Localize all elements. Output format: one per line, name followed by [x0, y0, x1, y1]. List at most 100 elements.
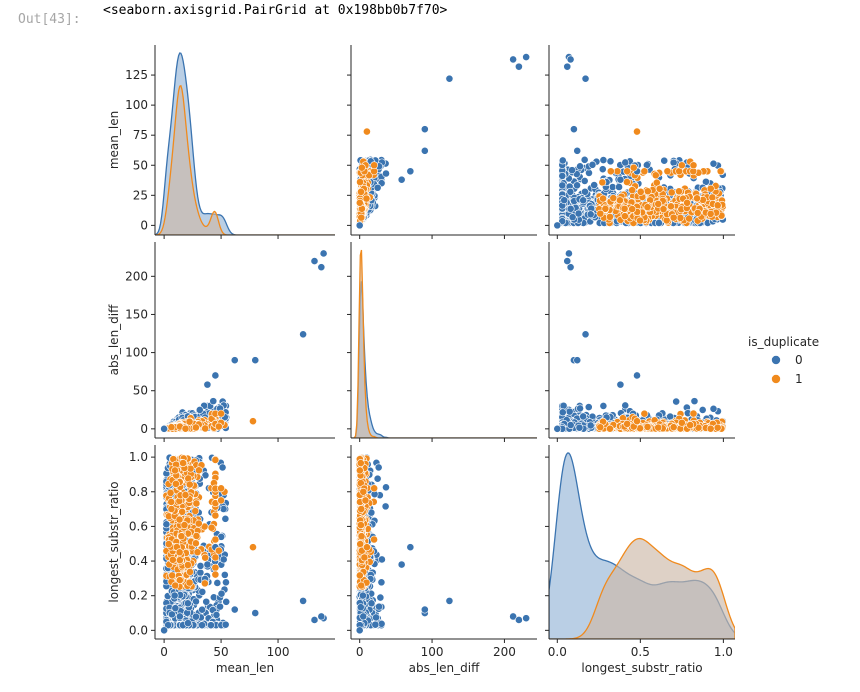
scatter-point-class-0	[565, 407, 574, 416]
scatter-point-class-1	[654, 200, 663, 208]
scatter-point-class-0	[669, 158, 678, 167]
scatter-point-class-1	[355, 198, 364, 207]
scatter-point-class-1	[356, 178, 364, 186]
scatter-point-class-1	[675, 187, 683, 196]
scatter-point-class-0	[576, 404, 584, 413]
scatter-point-class-0	[586, 210, 595, 219]
scatter-point-class-0	[522, 53, 531, 61]
scatter-point-class-0	[590, 181, 599, 189]
scatter-point-class-0	[599, 402, 608, 410]
scatter-point-class-1	[191, 423, 200, 432]
scatter-point-class-0	[599, 156, 608, 164]
scatter-point-class-1	[689, 161, 698, 170]
scatter-point-class-0	[698, 406, 707, 414]
scatter-point-class-1	[613, 167, 622, 176]
output-text: <seaborn.axisgrid.PairGrid at 0x198bb0b7…	[103, 3, 448, 18]
scatter-point-class-1	[217, 409, 225, 418]
scatter-point-class-0	[709, 159, 718, 168]
scatter-point-class-0	[420, 125, 429, 134]
scatter-point-class-0	[615, 183, 623, 191]
scatter-point-class-1	[708, 193, 717, 202]
scatter-point-class-1	[667, 188, 676, 197]
scatter-point-class-0	[566, 187, 575, 196]
scatter-point-class-1	[683, 198, 691, 207]
scatter-point-class-0	[574, 209, 583, 218]
scatter-point-class-1	[201, 424, 210, 433]
scatter-point-class-1	[620, 204, 629, 213]
scatter-point-class-1	[606, 212, 614, 221]
scatter-point-class-0	[580, 155, 589, 164]
scatter-point-class-1	[655, 184, 664, 193]
scatter-point-class-1	[628, 186, 637, 195]
scatter-point-class-1	[643, 203, 652, 212]
scatter-point-class-0	[558, 408, 567, 417]
scatter-point-class-0	[655, 219, 663, 227]
scatter-point-class-0	[317, 263, 326, 272]
scatter-point-class-1	[667, 202, 675, 211]
scatter-point-class-0	[579, 196, 588, 205]
scatter-point-class-1	[628, 205, 637, 213]
scatter-point-class-1	[623, 167, 632, 176]
scatter-point-class-0	[558, 181, 567, 190]
scatter-point-class-0	[445, 74, 454, 83]
scatter-point-class-1	[357, 213, 366, 222]
scatter-point-class-0	[560, 196, 569, 205]
scatter-point-class-0	[558, 217, 567, 226]
scatter-point-class-0	[406, 167, 415, 176]
scatter-point-class-1	[636, 187, 645, 196]
scatter-point-class-0	[660, 156, 669, 165]
scatter-point-class-1	[676, 213, 685, 222]
scatter-panel-longest_substr_ratio-vs-abs_len_diff	[553, 249, 727, 433]
scatter-point-class-0	[616, 175, 625, 184]
scatter-point-class-0	[566, 55, 575, 64]
scatter-point-class-0	[672, 397, 681, 406]
scatter-point-class-1	[596, 209, 605, 218]
scatter-point-class-0	[621, 401, 630, 410]
scatter-point-class-0	[568, 213, 577, 222]
scatter-point-class-1	[167, 423, 176, 432]
scatter-point-class-0	[586, 421, 595, 430]
scatter-point-class-1	[643, 187, 652, 196]
scatter-point-class-0	[702, 177, 710, 186]
scatter-point-class-1	[629, 163, 638, 172]
scatter-point-class-1	[606, 167, 615, 176]
scatter-point-class-0	[251, 356, 260, 365]
scatter-point-class-1	[706, 209, 715, 218]
scatter-point-class-0	[373, 183, 382, 192]
scatter-point-class-1	[663, 167, 672, 176]
scatter-point-class-0	[203, 380, 212, 389]
scatter-point-class-1	[601, 204, 610, 213]
scatter-point-class-1	[659, 205, 668, 214]
scatter-point-class-0	[709, 404, 718, 413]
scatter-point-class-1	[693, 209, 702, 217]
scatter-point-class-0	[585, 169, 593, 177]
scatter-point-class-0	[566, 204, 575, 213]
scatter-point-class-0	[621, 158, 630, 167]
scatter-point-class-0	[581, 187, 589, 196]
scatter-point-class-0	[573, 181, 581, 190]
scatter-point-class-0	[566, 421, 575, 429]
scatter-point-class-0	[397, 175, 406, 184]
scatter-point-class-0	[598, 165, 607, 174]
scatter-point-class-0	[558, 156, 567, 165]
scatter-point-class-1	[693, 194, 701, 203]
scatter-point-class-1	[609, 194, 618, 202]
scatter-point-class-0	[568, 166, 576, 175]
scatter-point-class-1	[620, 212, 629, 221]
scatter-point-class-1	[616, 196, 624, 205]
scatter-point-class-0	[559, 401, 568, 410]
scatter-point-class-1	[636, 216, 644, 225]
scatter-point-class-0	[576, 162, 584, 171]
scatter-point-class-0	[588, 160, 597, 169]
scatter-point-class-1	[623, 178, 631, 186]
scatter-point-class-0	[580, 177, 589, 185]
scatter-point-class-1	[357, 163, 366, 172]
scatter-point-class-1	[181, 424, 190, 433]
scatter-point-class-1	[706, 184, 715, 193]
scatter-point-class-0	[690, 397, 699, 406]
scatter-point-class-0	[299, 330, 308, 339]
scatter-point-class-0	[558, 172, 567, 180]
scatter-point-class-1	[185, 417, 194, 426]
scatter-point-class-1	[249, 417, 257, 426]
